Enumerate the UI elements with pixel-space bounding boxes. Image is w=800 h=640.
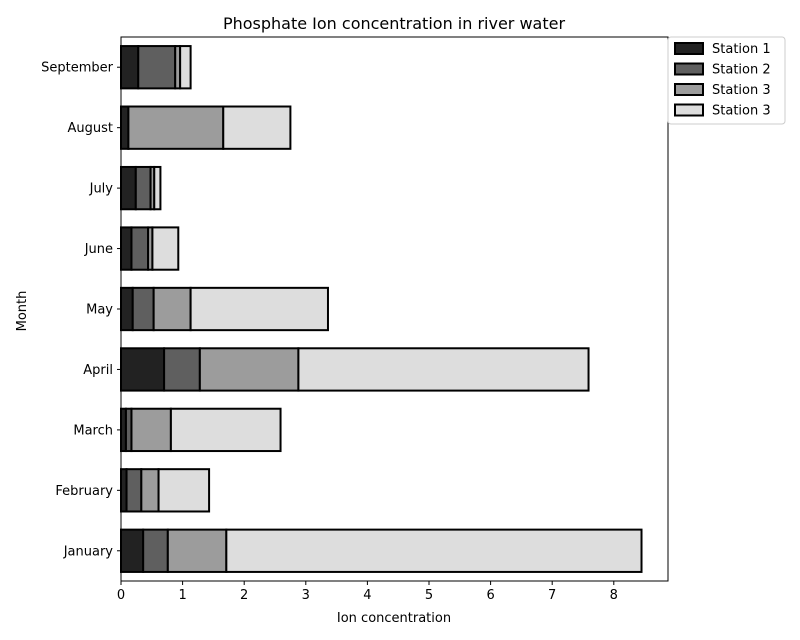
bar-segment (225, 528, 643, 573)
bar-segment (157, 468, 211, 513)
x-tick-label: 5 (425, 588, 433, 603)
y-tick-label: May (86, 303, 113, 318)
legend: Station 1 Station 2 Station 3 Station 3 (667, 36, 786, 125)
bar-segment (142, 528, 169, 573)
x-tick-label: 0 (117, 588, 125, 603)
y-tick-label: June (84, 242, 113, 257)
bar-segment (137, 45, 177, 90)
bar-segment (297, 347, 590, 392)
bar-segment (120, 528, 145, 573)
bar-segment (166, 528, 228, 573)
bar-segment (151, 226, 180, 271)
bar-segment (169, 407, 282, 453)
legend-swatch (674, 103, 704, 117)
x-tick-label: 3 (302, 588, 310, 603)
bar-segment (120, 165, 137, 211)
bar-segment (134, 165, 152, 211)
y-tick-label: September (41, 61, 114, 76)
bar-segment (131, 286, 155, 332)
x-axis-ticks: 0 1 2 3 4 5 6 7 8 (117, 581, 618, 603)
x-axis-label: Ion concentration (337, 611, 451, 626)
bar-segment (130, 226, 150, 271)
legend-entry-label: Station 3 (712, 104, 771, 119)
bar-segment (140, 468, 160, 513)
y-axis-label: Month (15, 291, 30, 332)
y-tick-label: August (68, 121, 114, 136)
x-tick-label: 7 (548, 588, 556, 603)
x-tick-label: 4 (363, 588, 371, 603)
x-tick-label: 1 (178, 588, 186, 603)
bar-segment (130, 407, 172, 453)
x-tick-label: 2 (240, 588, 248, 603)
bar-segment (179, 45, 192, 90)
bars-layer (120, 45, 643, 573)
legend-entry-label: Station 1 (712, 42, 771, 57)
legend-frame (667, 36, 786, 125)
bar-segment (125, 468, 143, 513)
bar-segment (198, 347, 300, 392)
legend-swatch (674, 62, 704, 76)
bar-segment (120, 105, 130, 150)
bar-segment (120, 226, 133, 271)
bar-segment (163, 347, 201, 392)
y-tick-label: April (83, 363, 113, 378)
chart-title: Phosphate Ion concentration in river wat… (223, 14, 566, 33)
bar-segment (120, 45, 140, 90)
legend-swatch (674, 42, 704, 55)
legend-entry-label: Station 3 (712, 83, 771, 98)
y-tick-label: July (89, 182, 114, 197)
y-tick-label: January (63, 544, 114, 559)
y-tick-label: March (73, 423, 113, 438)
bar-segment (152, 286, 192, 332)
bar-segment (120, 347, 166, 392)
bar-segment (222, 105, 292, 150)
legend-swatch (674, 83, 704, 96)
bar-segment (189, 286, 329, 332)
x-tick-label: 6 (486, 588, 494, 603)
legend-entry-label: Station 2 (712, 63, 771, 78)
x-tick-label: 8 (610, 588, 618, 603)
bar-segment (153, 165, 162, 211)
bar-segment (120, 286, 134, 332)
bar-segment (127, 105, 225, 150)
y-axis-ticks: January February March April May June July Augu… (41, 61, 121, 559)
y-tick-label: February (55, 484, 113, 499)
